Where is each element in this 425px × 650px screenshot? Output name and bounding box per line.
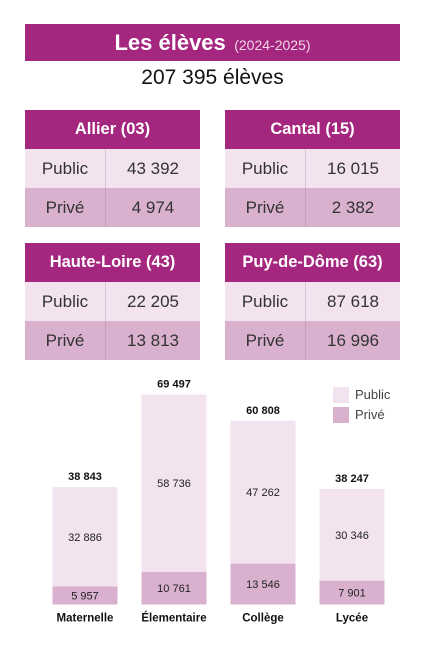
- data-label-public: 30 346: [335, 530, 369, 542]
- public-value: 22 205: [127, 292, 179, 311]
- total-label: 69 497: [157, 379, 191, 391]
- data-label-prive: 5 957: [71, 590, 99, 602]
- public-row: Public 87 618: [225, 282, 400, 321]
- legend-swatch-public: [333, 387, 349, 403]
- public-value: 43 392: [127, 159, 179, 178]
- data-label-public: 47 262: [246, 487, 280, 499]
- card-haute-loire: Haute-Loire (43) Public 22 205 Privé 13 …: [25, 243, 200, 360]
- public-row: Public 16 015: [225, 149, 400, 188]
- prive-row: Privé 16 996: [225, 321, 400, 360]
- title-banner: Les élèves (2024-2025): [25, 24, 400, 61]
- card-cantal: Cantal (15) Public 16 015 Privé 2 382: [225, 110, 400, 227]
- prive-label: Privé: [25, 188, 106, 227]
- card-title: Haute-Loire (43): [25, 243, 200, 282]
- category-label: Maternelle: [57, 613, 114, 625]
- bar-public: [141, 394, 207, 572]
- stacked-bar-chart: 32 886 5 957 38 843 Maternelle 58 736 10 761 6…: [52, 379, 391, 625]
- card-title: Allier (03): [25, 110, 200, 149]
- data-label-public: 32 886: [68, 532, 102, 544]
- bar-prive: [52, 586, 118, 605]
- bar-prive: [230, 563, 296, 605]
- bar-prive: [141, 571, 207, 605]
- data-label-prive: 13 546: [246, 579, 280, 591]
- data-label-public: 58 736: [157, 478, 191, 490]
- category-label: Collège: [242, 613, 284, 625]
- total-students: 207 395 élèves: [141, 66, 284, 89]
- public-label: Public: [25, 282, 106, 321]
- prive-label: Privé: [225, 321, 306, 360]
- total-label: 38 247: [335, 473, 369, 485]
- card-title: Cantal (15): [225, 110, 400, 149]
- bar-public: [52, 487, 118, 587]
- category-label: Élementaire: [141, 612, 206, 625]
- bar-public: [230, 420, 296, 564]
- prive-value: 4 974: [131, 198, 175, 217]
- public-row: Public 22 205: [25, 282, 200, 321]
- page-period: (2024-2025): [234, 37, 311, 53]
- category-label: Lycée: [336, 613, 368, 625]
- prive-row: Privé 13 813: [25, 321, 200, 360]
- data-label-prive: 10 761: [157, 583, 191, 595]
- legend-label-prive: Privé: [355, 407, 385, 422]
- prive-label: Privé: [25, 321, 106, 360]
- public-label: Public: [225, 149, 306, 188]
- prive-value: 16 996: [327, 331, 379, 350]
- prive-row: Privé 4 974: [25, 188, 200, 227]
- prive-value: 13 813: [127, 331, 179, 350]
- page-title: Les élèves: [114, 30, 226, 55]
- data-label-prive: 7 901: [338, 588, 366, 600]
- public-row: Public 43 392: [25, 149, 200, 188]
- bar-prive: [319, 580, 385, 605]
- legend-label-public: Public: [355, 387, 391, 402]
- public-label: Public: [225, 282, 306, 321]
- card-puy-de-dome: Puy-de-Dôme (63) Public 87 618 Privé 16 …: [225, 243, 400, 360]
- public-value: 16 015: [327, 159, 379, 178]
- prive-value: 2 382: [331, 198, 375, 217]
- public-label: Public: [25, 149, 106, 188]
- public-value: 87 618: [327, 292, 379, 311]
- legend-swatch-prive: [333, 407, 349, 423]
- card-title: Puy-de-Dôme (63): [225, 243, 400, 282]
- total-label: 60 808: [246, 405, 280, 417]
- total-label: 38 843: [68, 471, 102, 483]
- bar-public: [319, 488, 385, 581]
- prive-row: Privé 2 382: [225, 188, 400, 227]
- prive-label: Privé: [225, 188, 306, 227]
- card-allier: Allier (03) Public 43 392 Privé 4 974: [25, 110, 200, 227]
